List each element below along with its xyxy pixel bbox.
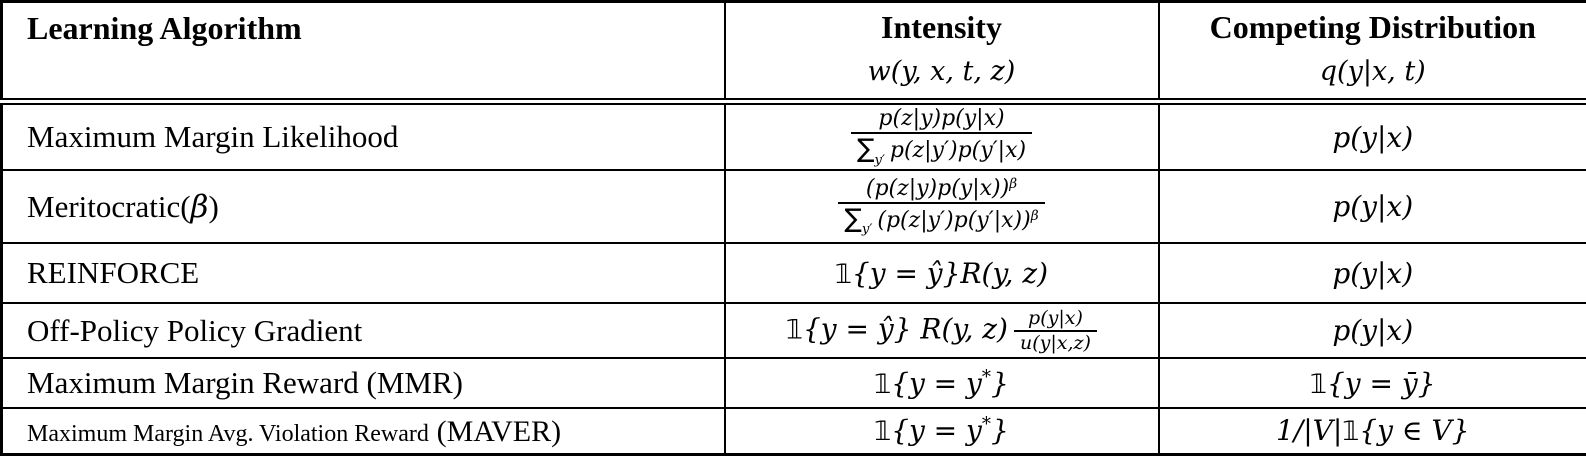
script-v-symbol: V <box>1431 414 1451 447</box>
indicator-body: {y ∈ <box>1359 414 1431 447</box>
competing-cell: p(y|x) <box>1159 102 1586 171</box>
indicator-one-symbol: 𝟙 <box>786 314 803 345</box>
denominator-body: p(z|y′)p(y′|x) <box>890 138 1026 163</box>
header-intensity: Intensity w(y, x, t, z) <box>725 2 1159 102</box>
header-competing-distribution: Competing Distribution q(y|x, t) <box>1159 2 1586 102</box>
indicator-close: } <box>1452 414 1470 447</box>
algorithm-cell: REINFORCE <box>2 243 725 303</box>
star-superscript: * <box>982 367 991 388</box>
indicator-one-symbol: 𝟙 <box>1342 416 1359 447</box>
table-row-offpolicy: Off-Policy Policy Gradient 𝟙{y = ŷ} R(y,… <box>2 303 1586 358</box>
indicator-close: } <box>991 414 1009 447</box>
script-v-symbol: V <box>1313 414 1333 447</box>
competing-formula: {y = ȳ} <box>1327 367 1436 400</box>
star-superscript: * <box>982 414 991 435</box>
math-fraction: (p(z|y)p(y|x))β ∑y′(p(z|y′)p(y′|x))β <box>838 176 1044 238</box>
sum-symbol: ∑ <box>844 204 862 234</box>
indicator-body: {y = ŷ} R(y, z) <box>803 312 1008 345</box>
competing-cell: 1/|V|𝟙{y ∈ V} <box>1159 408 1586 454</box>
indicator-body: {y = y <box>891 367 982 400</box>
table-row-reinforce: REINFORCE 𝟙{y = ŷ}R(y, z) p(y|x) <box>2 243 1586 303</box>
algorithm-cell: Maximum Margin Reward (MMR) <box>2 358 725 408</box>
competing-cell: p(y|x) <box>1159 303 1586 358</box>
fraction-numerator: p(z|y)p(y|x) <box>872 106 1010 132</box>
indicator-one-symbol: 𝟙 <box>1310 369 1327 400</box>
algorithm-label: Maximum Margin Reward (MMR) <box>27 365 463 400</box>
sum-subscript: y′ <box>874 153 884 168</box>
math-fraction: p(z|y)p(y|x) ∑y′ p(z|y′)p(y′|x) <box>851 106 1032 168</box>
indicator-close: } <box>991 367 1009 400</box>
header-intensity-formula: w(y, x, t, z) <box>727 57 1157 87</box>
header-learning-algorithm: Learning Algorithm <box>2 2 725 102</box>
algorithm-label: Maximum Margin Likelihood <box>27 119 398 154</box>
algorithm-label: Meritocratic( <box>27 189 191 224</box>
indicator-one-symbol: 𝟙 <box>874 416 891 447</box>
algorithm-acronym: (MAVER) <box>437 415 561 448</box>
algorithm-cell: Maximum Margin Likelihood <box>2 102 725 171</box>
intensity-cell: (p(z|y)p(y|x))β ∑y′(p(z|y′)p(y′|x))β <box>725 170 1159 243</box>
competing-formula: p(y|x) <box>1332 121 1413 154</box>
fraction-denominator: ∑y′ p(z|y′)p(y′|x) <box>851 132 1032 168</box>
competing-lead: 1/| <box>1276 414 1313 447</box>
table-row-maver: Maximum Margin Avg. Violation Reward (MA… <box>2 408 1586 454</box>
header-intensity-label: Intensity <box>727 10 1157 45</box>
header-competing-formula: q(y|x, t) <box>1161 57 1586 87</box>
indicator-body: {y = y <box>891 414 982 447</box>
math-fraction: p(y|x)u(y|x,z) <box>1014 308 1097 354</box>
denominator-body: (p(z|y′)p(y′|x)) <box>877 208 1030 233</box>
algorithm-label: Off-Policy Policy Gradient <box>27 313 362 348</box>
table-row-meritocratic: Meritocratic(β) (p(z|y)p(y|x))β ∑y′(p(z|… <box>2 170 1586 243</box>
beta-symbol: β <box>191 189 209 225</box>
fraction-denominator: u(y|x,z) <box>1014 330 1097 354</box>
fraction-numerator: (p(z|y)p(y|x))β <box>860 176 1023 202</box>
intensity-cell: 𝟙{y = y*} <box>725 408 1159 454</box>
intensity-cell: 𝟙{y = ŷ} R(y, z)p(y|x)u(y|x,z) <box>725 303 1159 358</box>
competing-cell: p(y|x) <box>1159 243 1586 303</box>
competing-cell: p(y|x) <box>1159 170 1586 243</box>
algorithm-cell: Off-Policy Policy Gradient <box>2 303 725 358</box>
indicator-one-symbol: 𝟙 <box>874 369 891 400</box>
sum-symbol: ∑ <box>857 134 875 164</box>
algorithm-label: Maximum Margin Avg. Violation Reward <box>27 421 429 447</box>
fraction-numerator: p(y|x) <box>1022 308 1089 330</box>
table-row-mmr: Maximum Margin Reward (MMR) 𝟙{y = y*} 𝟙{… <box>2 358 1586 408</box>
indicator-body: {y = ŷ}R(y, z) <box>852 257 1048 290</box>
intensity-cell: 𝟙{y = ŷ}R(y, z) <box>725 243 1159 303</box>
header-competing-label: Competing Distribution <box>1161 10 1586 45</box>
table-row-mml: Maximum Margin Likelihood p(z|y)p(y|x) ∑… <box>2 102 1586 171</box>
indicator-one-symbol: 𝟙 <box>835 259 852 290</box>
competing-formula: p(y|x) <box>1332 190 1413 223</box>
intensity-cell: 𝟙{y = y*} <box>725 358 1159 408</box>
intensity-cell: p(z|y)p(y|x) ∑y′ p(z|y′)p(y′|x) <box>725 102 1159 171</box>
algorithm-cell: Meritocratic(β) <box>2 170 725 243</box>
competing-formula: p(y|x) <box>1332 314 1413 347</box>
competing-cell: 𝟙{y = ȳ} <box>1159 358 1586 408</box>
competing-bar: | <box>1333 414 1342 447</box>
competing-formula: p(y|x) <box>1332 257 1413 290</box>
sum-subscript: y′ <box>862 222 872 237</box>
header-row: Learning Algorithm Intensity w(y, x, t, … <box>2 2 1586 102</box>
algorithm-label-close: ) <box>208 189 218 224</box>
header-learning-algorithm-label: Learning Algorithm <box>27 10 302 46</box>
algorithm-cell: Maximum Margin Avg. Violation Reward (MA… <box>2 408 725 454</box>
algorithm-label: REINFORCE <box>27 255 199 290</box>
beta-exponent: β <box>1031 208 1039 224</box>
beta-exponent: β <box>1009 176 1017 192</box>
fraction-denominator: ∑y′ (p(z|y′)p(y′|x))β <box>838 202 1044 238</box>
numerator-body: (p(z|y)p(y|x)) <box>866 176 1009 201</box>
